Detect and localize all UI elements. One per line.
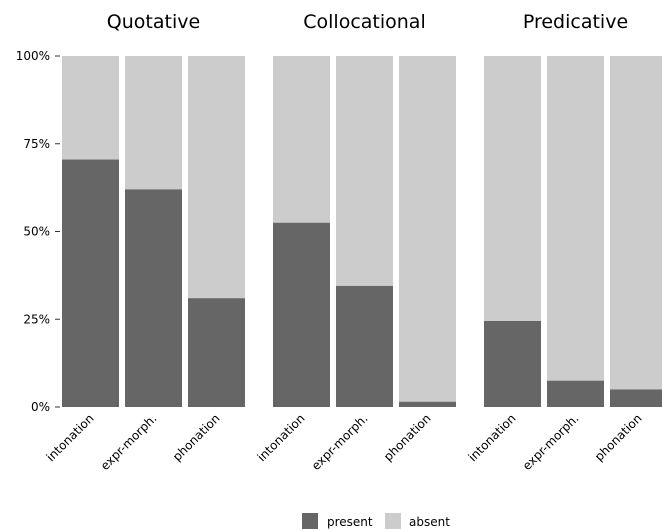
category-label: intonation xyxy=(255,411,308,464)
bar-present-phonation xyxy=(399,401,456,407)
y-tick-label: 0% xyxy=(31,400,50,414)
bar-absent-intonation xyxy=(484,56,541,322)
bar-present-expr-morph. xyxy=(125,189,182,407)
y-tick-label: 100% xyxy=(16,49,50,63)
bar-absent-expr-morph. xyxy=(125,56,182,190)
category-label: phonation xyxy=(170,411,223,464)
facet-1: Collocational intonation expr-morph. phonat… xyxy=(255,11,456,473)
legend-label-present: present xyxy=(327,515,373,529)
category-label: intonation xyxy=(466,411,519,464)
category-label: expr-morph. xyxy=(98,411,160,473)
legend-swatch-absent xyxy=(385,513,401,529)
bar-present-phonation xyxy=(610,389,662,407)
panel-title: Predicative xyxy=(523,11,628,33)
category-label: phonation xyxy=(592,411,645,464)
bar-absent-phonation xyxy=(610,56,662,390)
bar-present-expr-morph. xyxy=(336,285,393,407)
facet-0: Quotative intonation expr-morph. phonation xyxy=(44,11,245,473)
y-tick-label: 75% xyxy=(23,137,50,151)
y-tick-label: 50% xyxy=(23,225,50,239)
panel-title: Quotative xyxy=(107,11,200,33)
bar-present-phonation xyxy=(188,298,245,407)
panel-title: Collocational xyxy=(303,11,425,33)
bar-present-intonation xyxy=(484,321,541,407)
bar-absent-phonation xyxy=(188,56,245,299)
legend: present absent xyxy=(302,513,450,529)
category-label: expr-morph. xyxy=(309,411,371,473)
bar-present-expr-morph. xyxy=(547,380,604,407)
bar-absent-intonation xyxy=(62,56,119,160)
legend-swatch-present xyxy=(302,513,318,529)
facet-2: Predicative intonation expr-morph. phonatio… xyxy=(466,11,662,473)
category-label: intonation xyxy=(44,411,97,464)
bar-absent-intonation xyxy=(273,56,330,223)
bar-absent-expr-morph. xyxy=(547,56,604,381)
category-label: expr-morph. xyxy=(520,411,582,473)
bar-present-intonation xyxy=(62,159,119,407)
y-axis: 0% 25% 50% 75% 100% xyxy=(16,49,60,414)
bar-present-intonation xyxy=(273,222,330,407)
category-label: phonation xyxy=(381,411,434,464)
y-tick-label: 25% xyxy=(23,312,50,326)
bar-absent-phonation xyxy=(399,56,456,402)
bar-absent-expr-morph. xyxy=(336,56,393,286)
legend-label-absent: absent xyxy=(409,515,450,529)
